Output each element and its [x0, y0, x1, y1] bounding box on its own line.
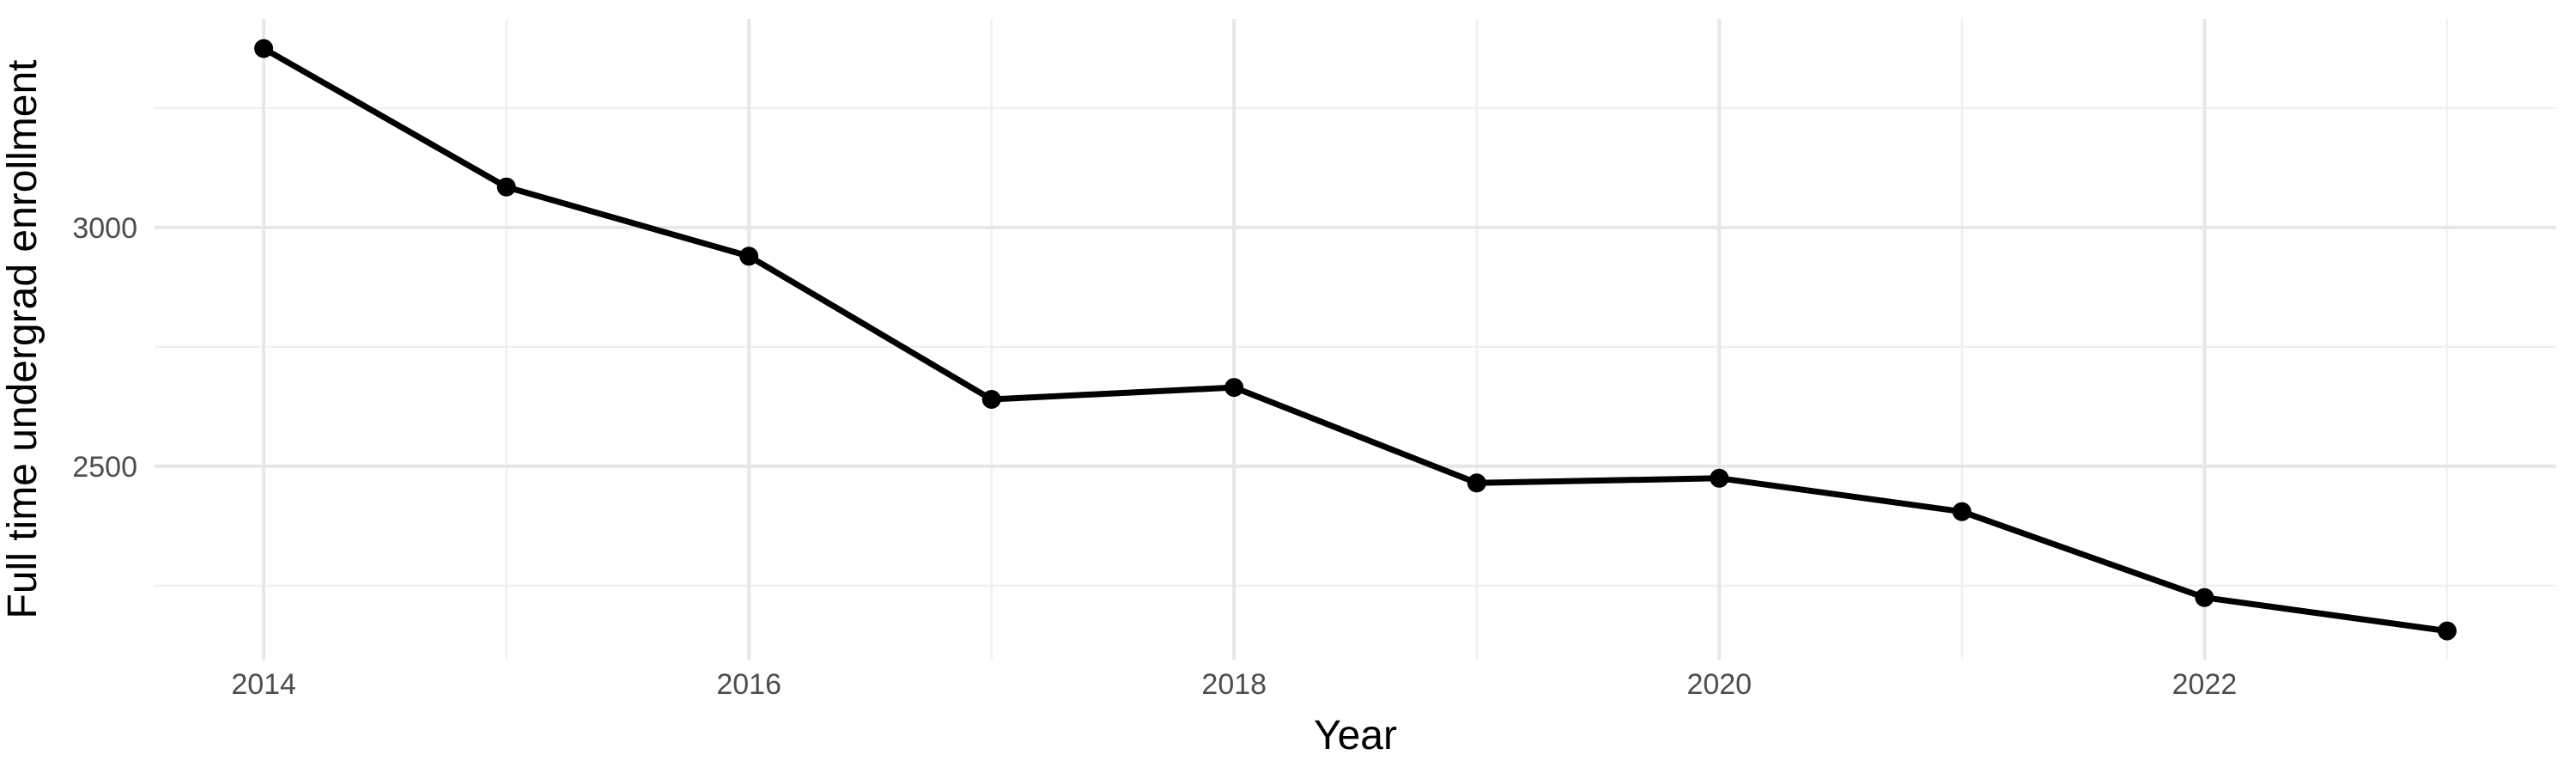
data-point [739, 247, 759, 266]
data-point [1224, 378, 1244, 398]
data-point [496, 177, 516, 197]
x-axis-tick-label: 2016 [716, 668, 781, 701]
data-point [1467, 473, 1486, 493]
y-axis-title: Full time undergrad enrollment [0, 60, 46, 619]
data-point [2195, 587, 2215, 607]
x-axis-title: Year [1314, 713, 1397, 758]
data-point [981, 390, 1001, 409]
data-point [254, 39, 274, 58]
series-line [260, 46, 2451, 635]
data-point [2437, 621, 2457, 641]
y-axis-tick-label: 2500 [72, 451, 137, 484]
x-axis-tick-label: 2020 [1686, 668, 1752, 701]
x-axis-tick-label: 2018 [1201, 668, 1267, 701]
data-point [1952, 502, 1971, 521]
x-axis-tick-label: 2022 [2172, 668, 2238, 701]
y-axis-tick-label: 3000 [72, 212, 137, 245]
data-point [1710, 468, 1729, 488]
x-axis-tick-label: 2014 [231, 668, 296, 701]
